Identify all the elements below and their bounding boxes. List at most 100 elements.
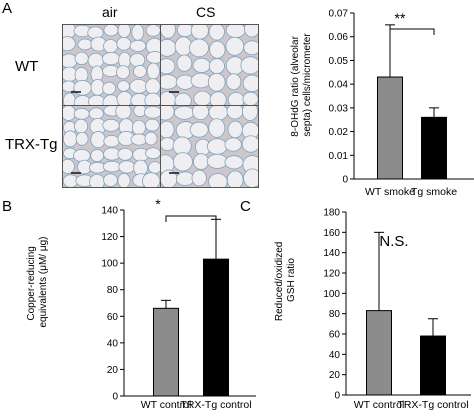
- ns-annotation: N.S.: [379, 233, 408, 250]
- alveolus: [190, 25, 209, 40]
- alveolus: [63, 130, 78, 148]
- y-tick-label: 0.01: [329, 151, 349, 162]
- alveolus: [90, 131, 106, 149]
- micrograph-wt-cs: [161, 25, 258, 106]
- alveolus: [144, 131, 158, 146]
- alveolus: [73, 107, 90, 120]
- bar: [153, 307, 179, 397]
- alveolus: [189, 121, 209, 138]
- row-label-trx-tg: TRX-Tg: [5, 136, 58, 153]
- significance-marker: *: [155, 196, 161, 212]
- alveolus: [115, 106, 132, 120]
- alveolus: [117, 147, 133, 161]
- chart-gsh-ratio: Reduced/oxidized GSH ratio N.S. 0 20 40 60 8…: [274, 208, 471, 411]
- alveolus: [161, 106, 175, 121]
- y-tick-label: 20: [329, 370, 341, 381]
- y-tick-label: 140: [323, 248, 340, 259]
- micrograph-grid: [62, 24, 259, 188]
- alveolus: [103, 134, 120, 148]
- alveolus: [226, 106, 244, 120]
- alveolus: [133, 64, 147, 78]
- alveolus: [208, 25, 225, 41]
- y-axis-label-line-1: 8-OHdG ratio (alveolar: [290, 35, 301, 136]
- alveolus: [161, 38, 177, 57]
- alveolus: [144, 118, 160, 132]
- alveolus: [63, 158, 75, 174]
- alveolus: [102, 160, 122, 173]
- alveolus: [242, 74, 258, 93]
- alveolus: [73, 148, 91, 163]
- alveolus: [192, 106, 210, 121]
- y-tick-label: 0.02: [329, 127, 349, 138]
- y-axis-label-line-1: Reduced/oxidized: [274, 242, 285, 322]
- y-axis-label: Reduced/oxidized GSH ratio: [274, 239, 297, 321]
- y-tick-label: 100: [101, 259, 118, 270]
- alveolus: [206, 153, 228, 169]
- column-label-air: air: [102, 4, 118, 20]
- y-axis-label-line-2: GSH ratio: [286, 258, 297, 302]
- alveolus: [189, 38, 210, 58]
- y-tick-label: 20: [107, 365, 119, 376]
- alveolus: [118, 160, 136, 174]
- alveolus: [63, 106, 76, 121]
- alveolus: [225, 36, 245, 56]
- alveolus: [129, 78, 148, 94]
- bar: [420, 335, 446, 396]
- y-tick-label: 60: [107, 312, 119, 323]
- alveolus: [241, 135, 258, 153]
- y-tick-label: 40: [329, 350, 341, 361]
- alveolus: [174, 92, 192, 106]
- alveolus: [89, 173, 105, 187]
- alveolus: [176, 54, 193, 72]
- alveolus: [74, 118, 89, 134]
- alveolus: [244, 25, 258, 38]
- alveolus: [161, 137, 176, 151]
- alveolus: [117, 80, 130, 92]
- alveolus: [116, 91, 133, 106]
- alveolus: [145, 78, 161, 95]
- alveolus: [161, 120, 175, 139]
- alveolus: [161, 74, 178, 90]
- alveolus: [129, 39, 147, 52]
- x-tick-label: Tg smoke: [411, 186, 457, 198]
- alveolus: [224, 137, 242, 152]
- y-tick-label: 0: [112, 392, 118, 403]
- alveolus: [161, 91, 176, 106]
- x-tick-label: TRX-Tg control: [180, 399, 251, 411]
- micrograph-trx-tg-air: [63, 106, 161, 187]
- alveolus: [226, 73, 242, 91]
- alveolus: [208, 118, 226, 138]
- alveolus: [161, 58, 176, 75]
- alveolus: [242, 91, 258, 106]
- alveolus: [208, 106, 229, 121]
- alveolus: [209, 91, 227, 106]
- significance-bracket: [389, 28, 435, 35]
- significance-bracket: [165, 215, 217, 222]
- y-axis-label: 8-OHdG ratio (alveolar septa) cells/micr…: [290, 33, 313, 137]
- column-label-cs: CS: [196, 4, 216, 20]
- alveolus: [74, 51, 89, 66]
- alveolus: [103, 173, 118, 187]
- y-axis-label-line-1: Copper-reducing: [26, 246, 37, 321]
- bar: [203, 258, 229, 397]
- alveolus: [240, 56, 258, 75]
- alveolus: [208, 58, 225, 75]
- alveolus: [146, 62, 160, 80]
- y-tick-label: 40: [107, 338, 119, 349]
- alveolus: [207, 72, 226, 92]
- row-label-wt: WT: [15, 58, 39, 75]
- y-tick-label: 0.05: [329, 56, 349, 67]
- grid-divider-vertical: [160, 25, 161, 187]
- alveolus: [192, 57, 211, 73]
- alveolus: [102, 118, 120, 132]
- alveolus: [174, 106, 195, 120]
- x-tick-label: WT control: [354, 399, 405, 411]
- alveolus: [209, 40, 226, 59]
- y-tick-label: 60: [329, 330, 341, 341]
- micrograph-wt-air: [63, 25, 161, 106]
- y-tick-label: 80: [107, 285, 119, 296]
- y-tick-label: 100: [323, 289, 340, 300]
- chart-8ohdg: 8-OHdG ratio (alveolar septa) cells/micr…: [290, 9, 474, 198]
- alveolus: [142, 172, 161, 187]
- significance-marker: **: [395, 10, 406, 26]
